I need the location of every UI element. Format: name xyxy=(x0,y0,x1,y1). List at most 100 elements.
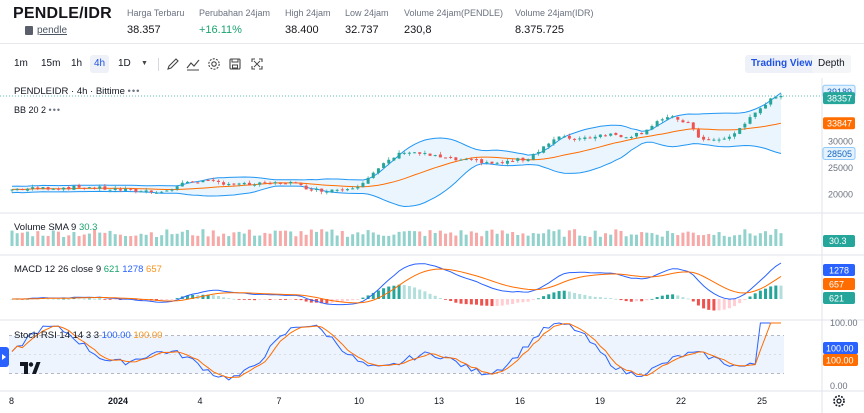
timeframe-1d[interactable]: 1D xyxy=(118,58,131,69)
volume-bar xyxy=(521,233,525,246)
volume-bar xyxy=(702,235,706,246)
volume-bar xyxy=(10,230,14,246)
volume-bar xyxy=(160,235,164,246)
stat-low: Low 24jam 32.737 xyxy=(345,8,389,38)
volume-bar xyxy=(366,230,370,246)
depth-tab[interactable]: Depth xyxy=(812,55,851,73)
volume-bar xyxy=(20,232,24,246)
volume-bar xyxy=(340,230,344,246)
macd-hist-bar xyxy=(361,297,365,299)
timeframe-1h[interactable]: 1h xyxy=(71,58,83,69)
macd-hist-bar xyxy=(428,293,432,299)
macd-hist-bar xyxy=(774,285,778,299)
volume-bar xyxy=(175,233,179,246)
candle-body xyxy=(216,180,220,182)
fullscreen-icon[interactable] xyxy=(250,57,264,71)
candle-body xyxy=(562,136,566,138)
timeframe-1m[interactable]: 1m xyxy=(14,58,28,69)
volume-bar xyxy=(206,236,210,246)
candle-body xyxy=(686,122,690,124)
candle-body xyxy=(655,121,659,127)
candle-body xyxy=(51,188,55,190)
expand-panel-button[interactable] xyxy=(0,347,9,367)
macd-hist-bar xyxy=(299,299,303,301)
candle-body xyxy=(87,187,91,189)
volume-bar xyxy=(624,236,628,246)
pair-title: PENDLE/IDR xyxy=(13,5,112,22)
volume-bar xyxy=(490,229,494,246)
macd-hist-bar xyxy=(764,288,768,299)
volume-bar xyxy=(598,236,602,246)
candle-body xyxy=(469,158,473,160)
volume-bar xyxy=(289,231,293,246)
stoch-d-label-bg xyxy=(823,354,858,366)
more-icon[interactable]: ••• xyxy=(127,86,141,97)
timeframe-15m[interactable]: 15m xyxy=(41,58,61,69)
volume-bar xyxy=(25,231,29,246)
trading-view-tab[interactable]: Trading View xyxy=(745,55,819,73)
macd-hist-bar xyxy=(263,299,267,300)
candle-body xyxy=(299,183,303,185)
macd-signal-line xyxy=(12,268,782,304)
volume-bar xyxy=(707,234,711,246)
bb-basis-label-bg xyxy=(823,117,855,130)
volume-legend-value: 30.3 xyxy=(78,222,98,233)
volume-bar xyxy=(655,234,659,246)
candle-body xyxy=(175,186,179,190)
candle-body xyxy=(552,139,556,145)
macd-hist-bar xyxy=(604,297,608,299)
candle-body xyxy=(98,186,102,189)
volume-bar xyxy=(578,235,582,246)
bb-upper-label: 39189 xyxy=(827,87,852,97)
macd-hist-bar xyxy=(686,298,690,300)
volume-bar xyxy=(686,231,690,246)
candle-body xyxy=(77,185,81,188)
macd-hist-bar xyxy=(547,294,551,299)
volume-bar xyxy=(681,232,685,246)
macd-hist-bar xyxy=(702,299,706,309)
macd-legend-name: MACD 12 26 close 9 xyxy=(14,264,102,275)
macd-hist-bar xyxy=(407,286,411,299)
save-icon[interactable] xyxy=(228,57,242,71)
macd-hist-bar xyxy=(438,297,442,299)
settings-icon[interactable] xyxy=(207,57,221,71)
candle-body xyxy=(748,117,752,124)
macd-hist-bar xyxy=(216,295,220,299)
more-icon[interactable]: ••• xyxy=(48,105,61,115)
stoch-d-axis-label: 100.00 xyxy=(826,356,854,366)
candle-body xyxy=(56,188,60,190)
macd-hist-bar xyxy=(98,298,102,300)
macd-hist-bar xyxy=(56,298,60,300)
volume-bar xyxy=(650,233,654,246)
candle-body xyxy=(516,158,520,161)
time-axis-tick: 13 xyxy=(434,396,444,406)
indicators-icon[interactable] xyxy=(186,57,200,71)
price-axis-tick: 20000 xyxy=(828,190,853,200)
candle-body xyxy=(309,189,313,191)
candle-body xyxy=(418,152,422,154)
macd-hist-bar xyxy=(62,298,66,300)
volume-bar xyxy=(304,234,308,246)
macd-hist-bar xyxy=(201,294,205,299)
macd-hist-bar xyxy=(614,298,618,300)
macd-hist-bar xyxy=(598,297,602,299)
volume-bar xyxy=(103,232,107,246)
macd-hist-bar xyxy=(593,296,597,299)
macd-legend-hist: 621 xyxy=(103,264,120,275)
volume-bar xyxy=(320,229,324,246)
timeframe-4h[interactable]: 4h xyxy=(90,55,110,73)
coin-link[interactable]: pendle xyxy=(37,25,68,36)
tradingview-logo[interactable] xyxy=(19,361,41,375)
bb-lower-label-bg xyxy=(822,147,856,161)
timeframe-dropdown-icon[interactable]: ▼ xyxy=(141,60,148,67)
chart-settings-icon[interactable] xyxy=(832,394,846,408)
draw-pencil-icon[interactable] xyxy=(166,57,180,71)
volume-bar xyxy=(62,236,66,246)
candle-body xyxy=(67,187,71,190)
candle-body xyxy=(196,182,200,184)
volume-bar xyxy=(397,231,401,246)
volume-bar xyxy=(573,229,577,246)
macd-hist-bar xyxy=(87,298,91,300)
volume-bar xyxy=(211,230,215,246)
